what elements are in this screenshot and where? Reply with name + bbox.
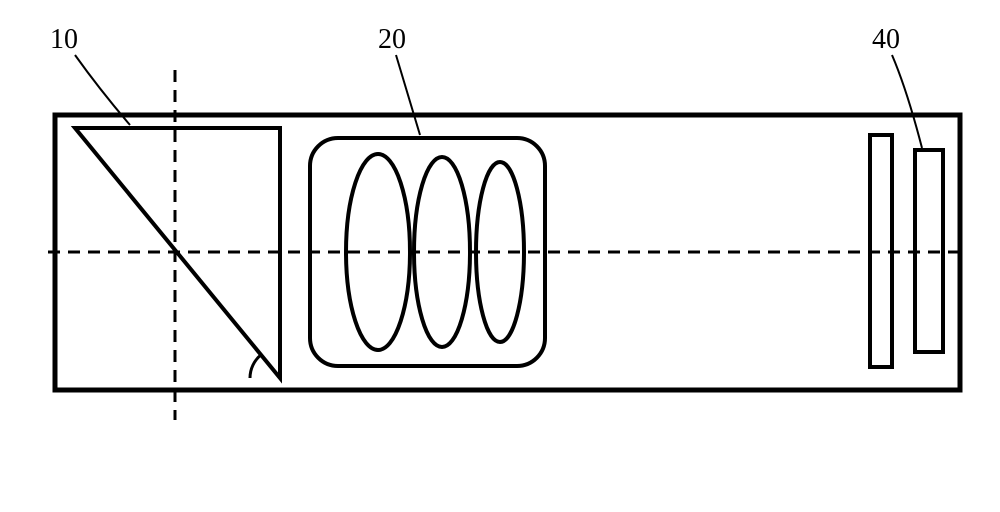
reference-label-40: 40 — [872, 24, 900, 55]
prism-angle-arc — [250, 355, 261, 378]
lens-element-2 — [414, 157, 470, 347]
leader-line-20 — [396, 55, 420, 135]
leader-line-40 — [892, 55, 922, 148]
reference-label-10: 10 — [50, 24, 78, 55]
reference-label-20: 20 — [378, 24, 406, 55]
